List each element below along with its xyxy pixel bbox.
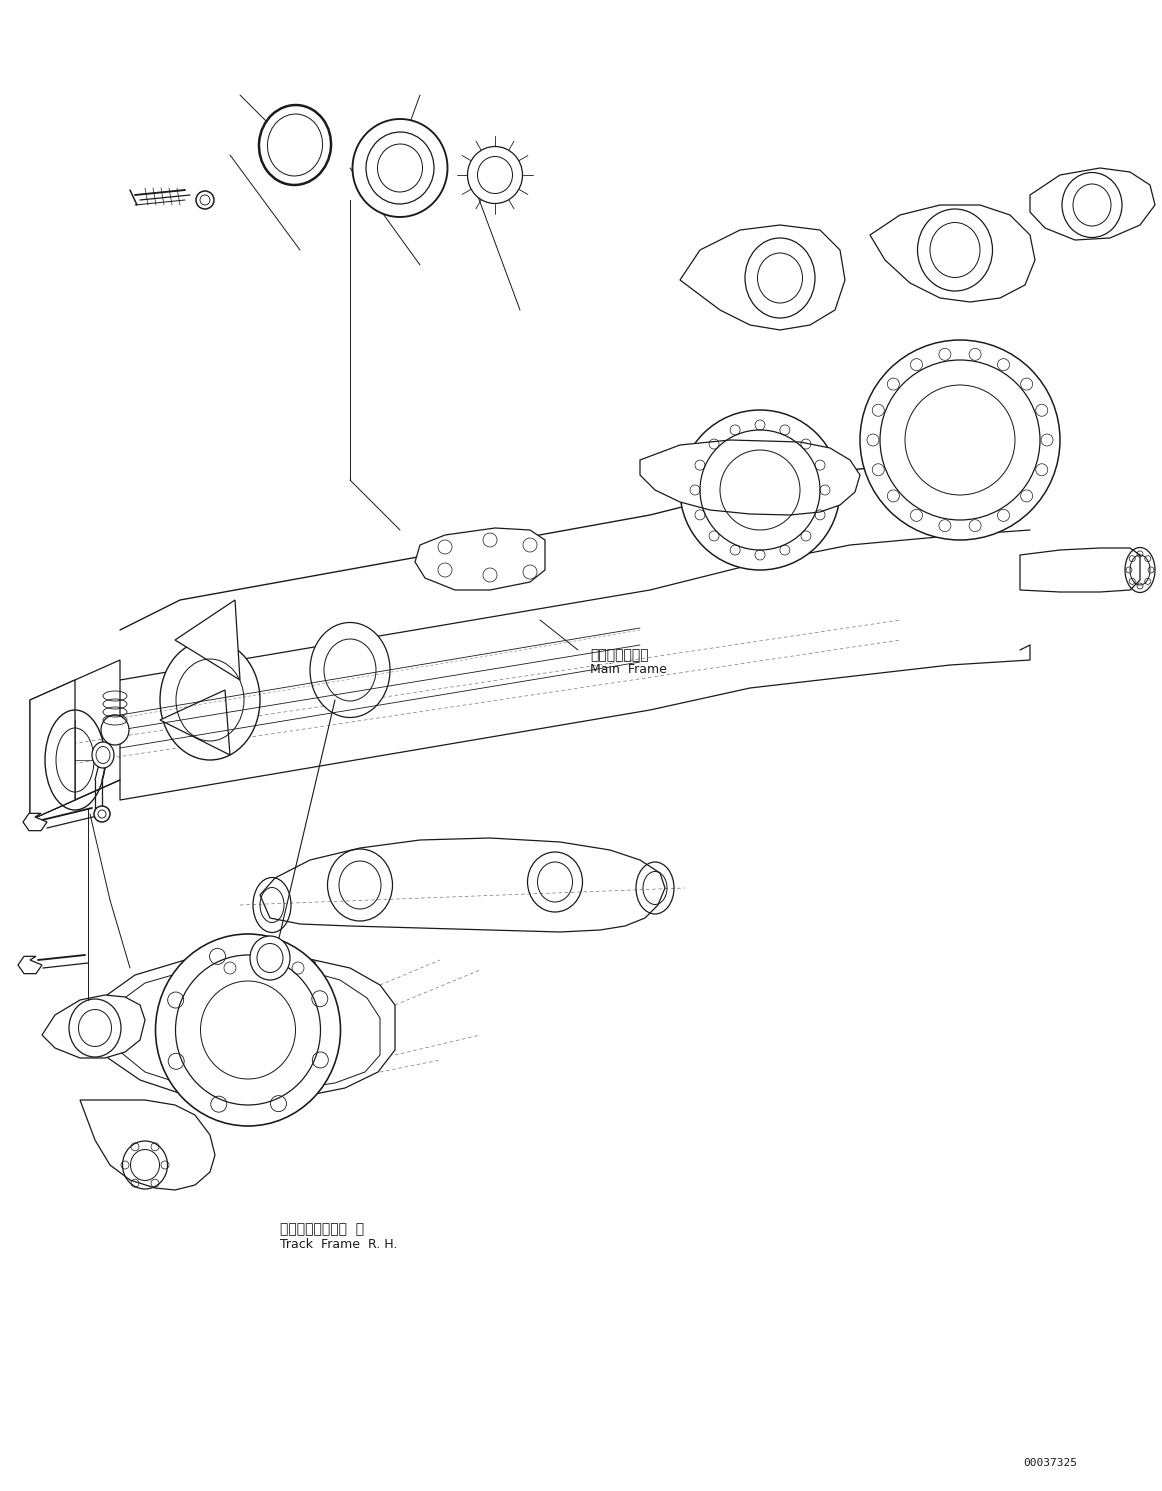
Polygon shape — [80, 1100, 215, 1190]
Text: 00037325: 00037325 — [1023, 1458, 1077, 1469]
Ellipse shape — [860, 340, 1060, 540]
Ellipse shape — [250, 936, 290, 980]
Ellipse shape — [92, 743, 114, 768]
Ellipse shape — [94, 807, 110, 822]
Polygon shape — [870, 204, 1035, 303]
Polygon shape — [1020, 549, 1140, 592]
Text: Track  Frame  R. H.: Track Frame R. H. — [280, 1238, 397, 1251]
Polygon shape — [30, 680, 76, 820]
Polygon shape — [30, 661, 120, 820]
Ellipse shape — [352, 119, 447, 218]
Polygon shape — [175, 599, 241, 680]
Ellipse shape — [680, 410, 840, 570]
Ellipse shape — [101, 716, 129, 746]
Polygon shape — [260, 838, 665, 932]
Polygon shape — [205, 953, 318, 987]
Polygon shape — [95, 956, 395, 1100]
Ellipse shape — [310, 623, 390, 717]
Polygon shape — [640, 440, 860, 514]
Text: メインフレーム: メインフレーム — [590, 649, 648, 662]
Polygon shape — [160, 690, 230, 754]
Polygon shape — [23, 813, 46, 830]
Polygon shape — [1030, 168, 1155, 240]
Polygon shape — [680, 225, 845, 330]
Ellipse shape — [467, 146, 523, 203]
Text: Main  Frame: Main Frame — [590, 663, 667, 675]
Polygon shape — [42, 994, 145, 1059]
Text: トラックフレーム  右: トラックフレーム 右 — [280, 1223, 364, 1236]
Polygon shape — [415, 528, 545, 590]
Ellipse shape — [259, 104, 331, 185]
Ellipse shape — [160, 640, 260, 760]
Polygon shape — [17, 956, 42, 974]
Ellipse shape — [156, 933, 340, 1126]
